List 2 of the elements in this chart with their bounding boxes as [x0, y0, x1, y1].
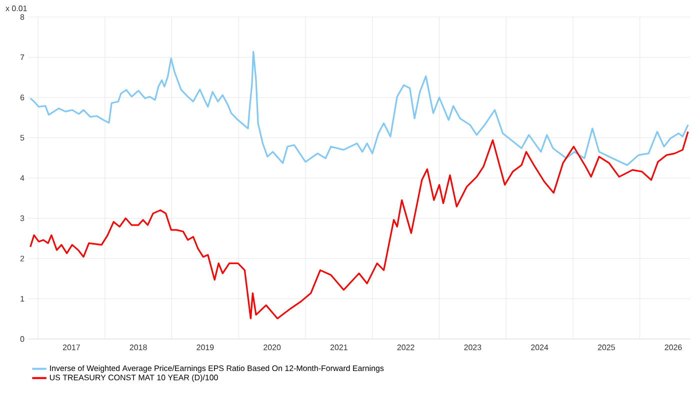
line-series — [30, 130, 689, 320]
line-series — [30, 50, 689, 166]
